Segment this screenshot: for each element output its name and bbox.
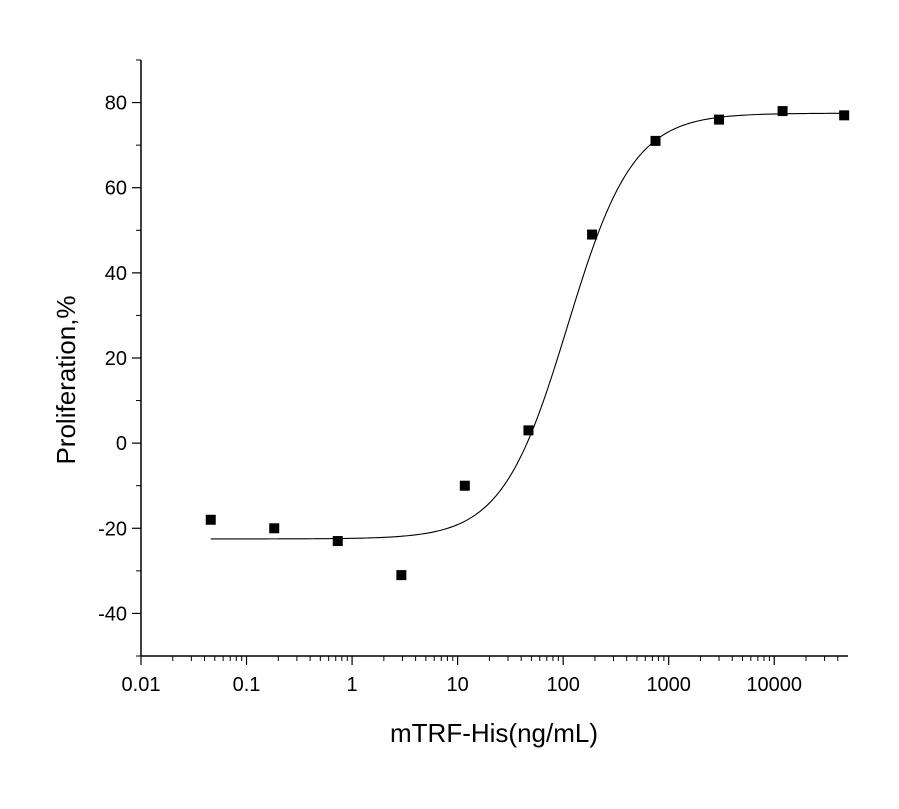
y-tick-label: 20 (105, 348, 127, 370)
x-axis-title: mTRF-His(ng/mL) (390, 718, 598, 748)
data-point (523, 425, 534, 436)
x-tick-label: 1 (347, 674, 358, 696)
data-point (777, 106, 788, 117)
data-point (332, 536, 343, 547)
y-tick-label: -40 (98, 603, 127, 625)
data-point (396, 570, 407, 581)
x-tick-label: 100 (546, 674, 579, 696)
data-point (269, 523, 280, 534)
x-tick-label: 10000 (746, 674, 802, 696)
data-point (650, 135, 661, 146)
y-tick-label: 40 (105, 263, 127, 285)
fit-curve (210, 112, 845, 540)
y-tick-label: -20 (98, 518, 127, 540)
y-tick-label: 0 (116, 433, 127, 455)
plot-area: -40 -20 0 20 40 60 80 0.01 0.1 1 10 100 1000 10000 (98, 59, 850, 696)
data-point (587, 229, 598, 240)
y-tick-label: 60 (105, 178, 127, 200)
x-tick-label: 0.01 (122, 674, 161, 696)
data-point (205, 514, 216, 525)
x-tick-label: 1000 (646, 674, 691, 696)
data-point (714, 114, 725, 125)
x-tick-label: 10 (446, 674, 468, 696)
data-point (459, 480, 470, 491)
data-point (839, 110, 850, 121)
y-tick-label: 80 (105, 93, 127, 115)
y-axis-title: Proliferation,% (51, 295, 81, 464)
x-tick-label: 0.1 (233, 674, 261, 696)
